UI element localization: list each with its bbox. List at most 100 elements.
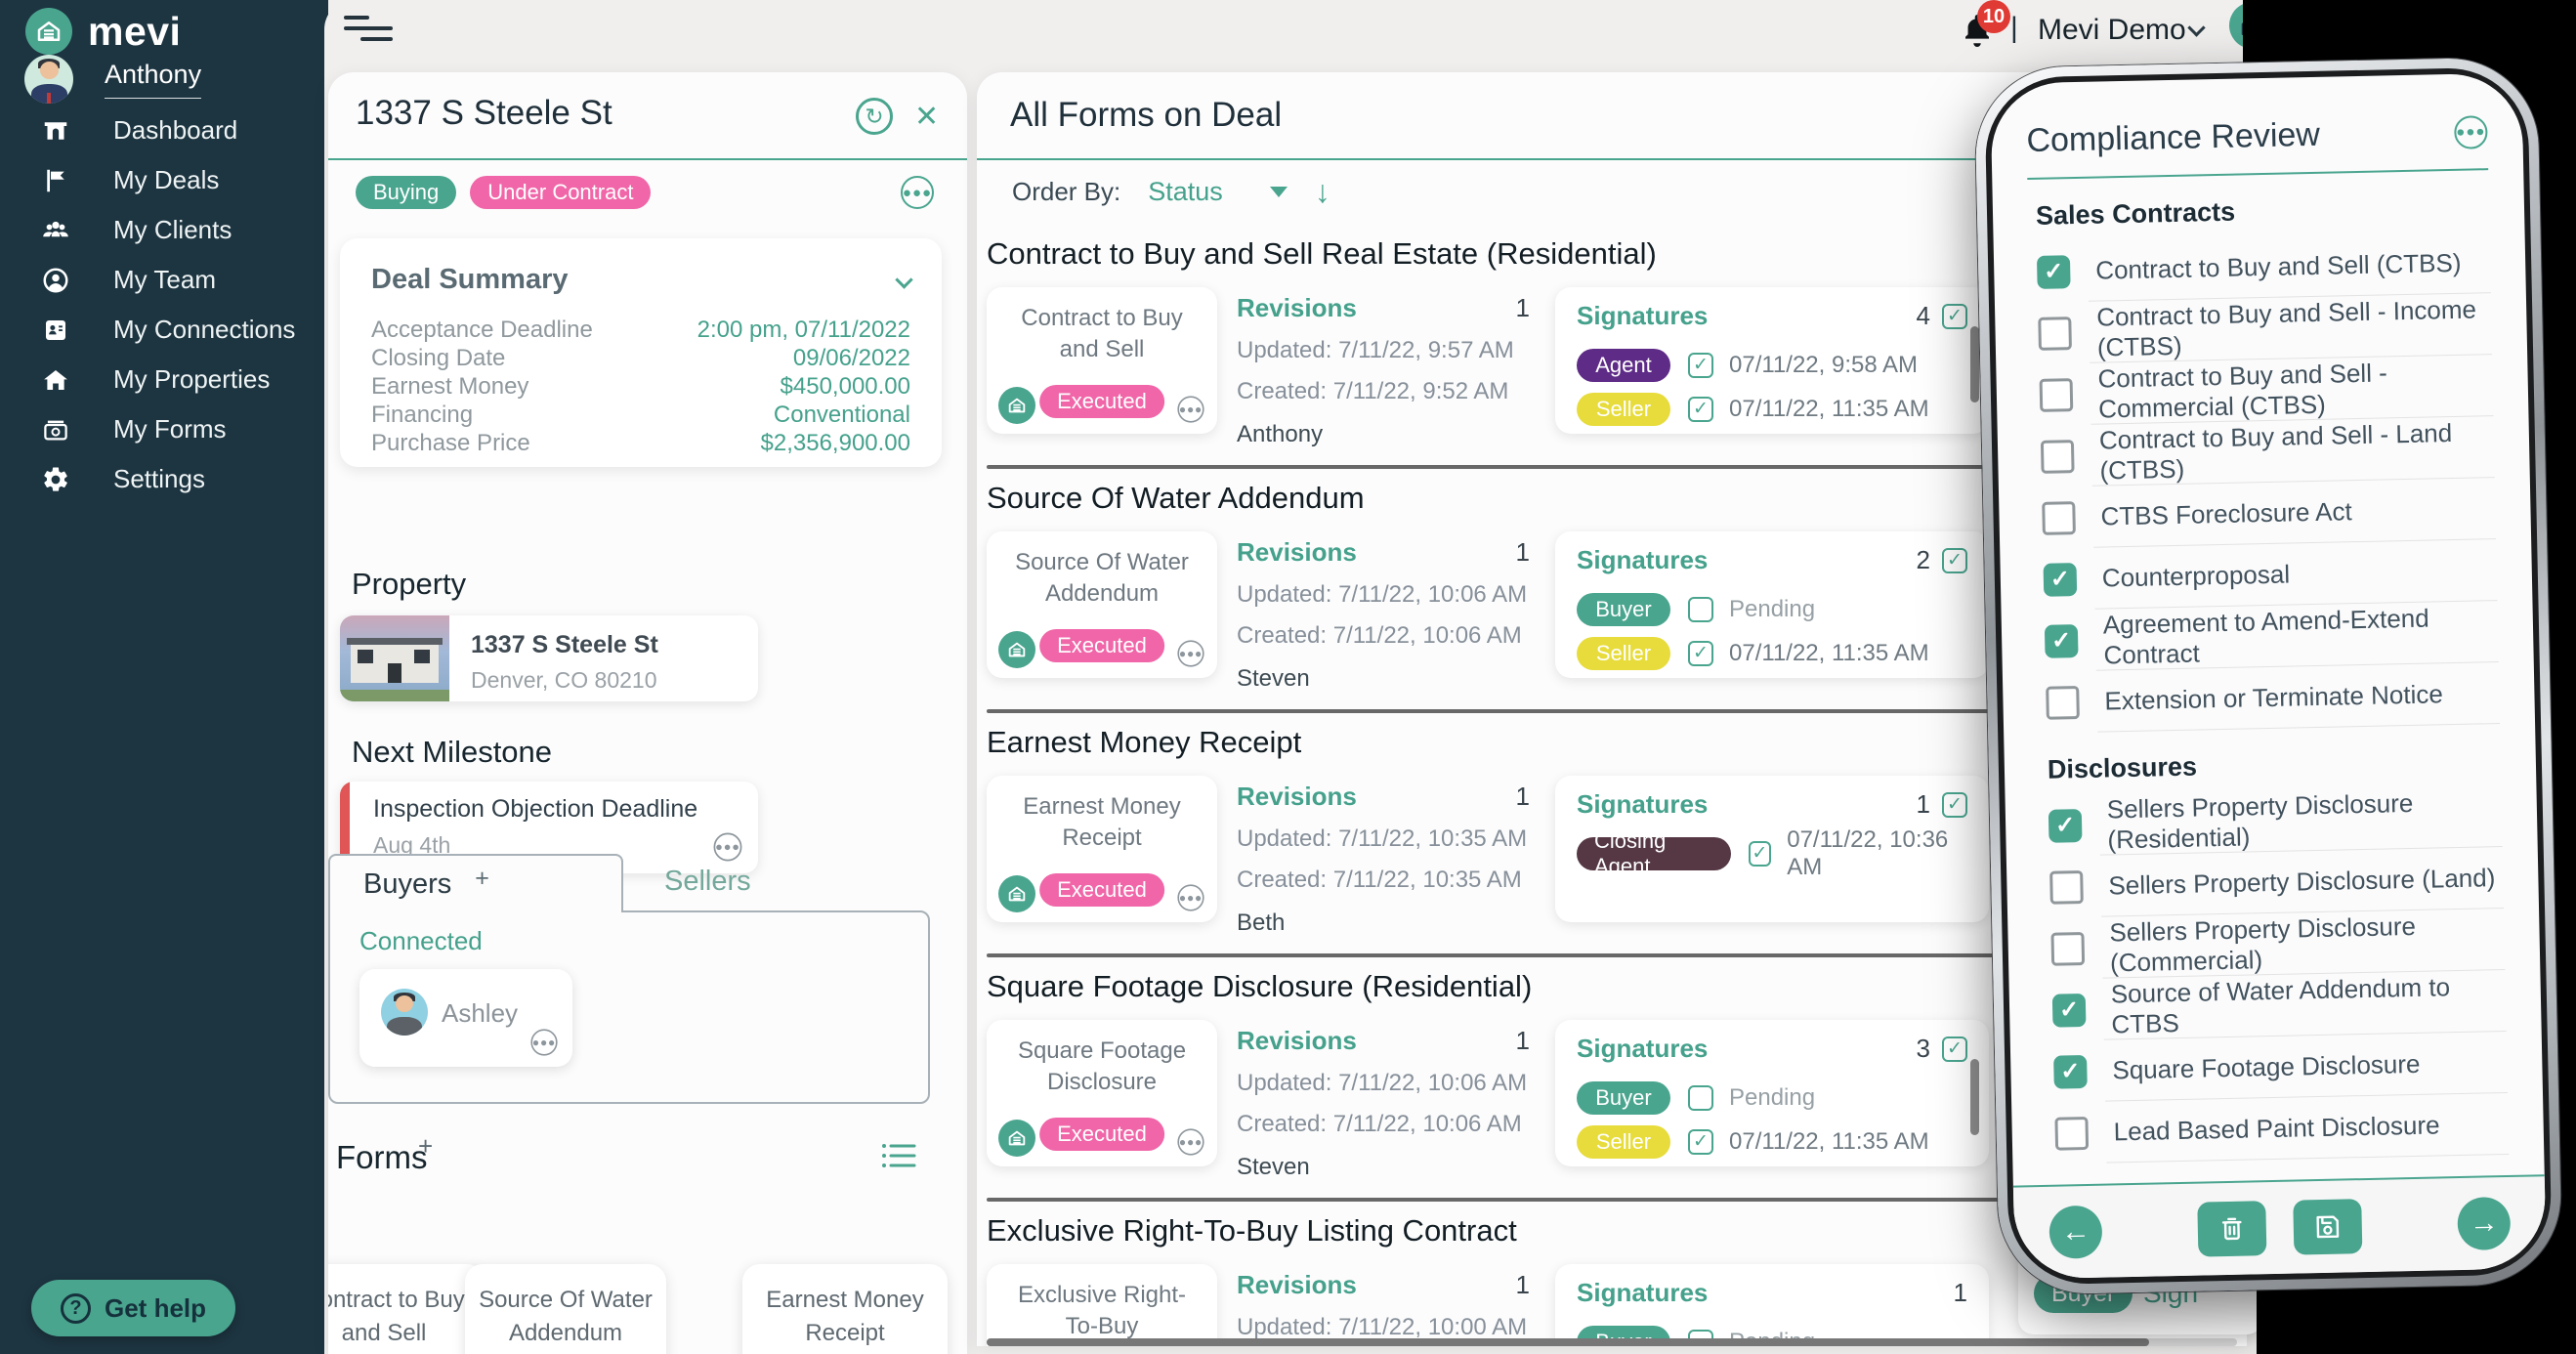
sidebar-item-my-forms[interactable]: My Forms	[0, 404, 328, 454]
checkbox[interactable]	[2040, 439, 2075, 474]
add-buyer-button[interactable]: +	[475, 864, 489, 892]
checkbox[interactable]	[2042, 500, 2076, 535]
divider	[977, 158, 2247, 160]
checkbox[interactable]	[2039, 377, 2074, 412]
flag-icon	[39, 164, 72, 197]
forward-button[interactable]: →	[2457, 1196, 2512, 1251]
connected-label: Connected	[359, 926, 483, 955]
horizontal-scrollbar[interactable]	[987, 1338, 2237, 1346]
delete-button[interactable]	[2197, 1201, 2267, 1257]
signatures-count: 1	[1916, 789, 1930, 819]
sidebar-item-my-clients[interactable]: My Clients	[0, 205, 328, 255]
deal-more-icon[interactable]: ●●●	[901, 176, 934, 209]
compliance-check-item[interactable]: ✓ Square Footage Disclosure	[2046, 1032, 2508, 1103]
refresh-icon[interactable]: ↻	[856, 98, 893, 135]
compliance-check-item[interactable]: ✓ Source of Water Addendum to CTBS	[2044, 970, 2506, 1041]
compliance-check-item[interactable]: ✓ Counterproposal	[2035, 539, 2497, 611]
back-button[interactable]: ←	[2048, 1205, 2103, 1259]
collapse-chevron-icon[interactable]	[895, 271, 913, 289]
summary-row: Closing Date 09/06/2022	[371, 344, 910, 371]
checkbox[interactable]	[2046, 685, 2080, 720]
signature-status: 07/11/22, 11:35 AM	[1729, 639, 1929, 666]
checkbox[interactable]	[2050, 931, 2086, 966]
brand-name: mevi	[88, 8, 182, 54]
compliance-check-item[interactable]: ✓ Contract to Buy and Sell (CTBS)	[2029, 232, 2491, 303]
vertical-scrollbar[interactable]	[1970, 326, 1979, 402]
tab-sellers[interactable]: Sellers	[664, 866, 751, 897]
checkbox[interactable]: ✓	[2043, 562, 2078, 597]
summary-row: Earnest Money $450,000.00	[371, 372, 910, 400]
dropdown-triangle-icon[interactable]	[1269, 187, 1288, 197]
form-chip[interactable]: Contract to Buy and Sell	[328, 1264, 485, 1354]
compliance-more-icon[interactable]: ●●●	[2454, 114, 2488, 149]
compliance-check-item[interactable]: ✓ Sellers Property Disclosure (Residenti…	[2041, 785, 2503, 857]
summary-row: Financing Conventional	[371, 401, 910, 428]
compliance-check-item[interactable]: Extension or Terminate Notice	[2038, 662, 2500, 734]
deal-title: 1337 S Steele St	[356, 94, 612, 132]
compliance-check-item[interactable]: Lead Based Paint Disclosure	[2047, 1093, 2509, 1164]
checkbox[interactable]: ✓	[2051, 993, 2087, 1028]
form-card[interactable]: Exclusive Right-To-Buy Locked ●●●	[987, 1264, 1217, 1346]
form-card[interactable]: Source Of Water Addendum Executed ●●●	[987, 531, 1217, 678]
vertical-scrollbar[interactable]	[1970, 1059, 1979, 1135]
form-card[interactable]: Contract to Buy and Sell Executed ●●●	[987, 287, 1217, 434]
close-icon[interactable]: ✕	[914, 101, 940, 133]
add-form-button[interactable]: +	[418, 1131, 434, 1161]
checkbox[interactable]	[2038, 316, 2072, 351]
checkbox[interactable]	[2054, 1116, 2090, 1151]
forms-list-view-icon[interactable]	[881, 1141, 916, 1170]
form-card[interactable]: Earnest Money Receipt Executed ●●●	[987, 776, 1217, 922]
section-divider	[987, 465, 2233, 469]
form-chip[interactable]: Source Of Water Addendum	[465, 1264, 666, 1354]
compliance-check-item[interactable]: Sellers Property Disclosure (Commercial)	[2043, 909, 2505, 980]
compliance-check-item[interactable]: CTBS Foreclosure Act	[2034, 478, 2496, 549]
form-chip[interactable]: Earnest Money Receipt	[742, 1264, 948, 1354]
deal-summary-title: Deal Summary	[371, 264, 569, 295]
milestone-date: Aug 4th	[373, 832, 451, 858]
sidebar-item-my-deals[interactable]: My Deals	[0, 155, 328, 205]
sort-direction-icon[interactable]: ↓	[1314, 174, 1330, 209]
user-profile[interactable]: Anthony	[24, 55, 202, 104]
checkbox[interactable]: ✓	[2048, 808, 2083, 843]
checkbox[interactable]	[2049, 869, 2084, 905]
sidebar-item-my-connections[interactable]: My Connections	[0, 305, 328, 355]
compliance-check-item[interactable]: Sellers Property Disclosure (Land)	[2042, 847, 2504, 918]
sidebar-item-settings[interactable]: Settings	[0, 454, 328, 504]
checkbox[interactable]: ✓	[2036, 254, 2071, 289]
form-card[interactable]: Square Footage Disclosure Executed ●●●	[987, 1020, 1217, 1166]
signature-row: Agent ✓ 07/11/22, 9:58 AM	[1577, 343, 1967, 387]
form-more-icon[interactable]: ●●●	[1177, 884, 1204, 911]
compliance-check-item[interactable]: Contract to Buy and Sell - Income (CTBS)	[2030, 293, 2492, 364]
signature-status: 07/11/22, 10:36 AM	[1787, 825, 1949, 880]
compliance-check-item[interactable]: ✓ Agreement to Amend-Extend Contract	[2037, 601, 2499, 672]
checkbox[interactable]: ✓	[2053, 1054, 2088, 1089]
compliance-check-item[interactable]: Contract to Buy and Sell - Commercial (C…	[2031, 355, 2493, 426]
save-button[interactable]	[2293, 1199, 2363, 1255]
form-more-icon[interactable]: ●●●	[1177, 1128, 1204, 1156]
sidebar-item-my-team[interactable]: My Team	[0, 255, 328, 305]
sidebar-item-dashboard[interactable]: Dashboard	[0, 106, 328, 155]
role-badge-seller: Seller	[1577, 1124, 1670, 1159]
signature-row: Seller ✓ 07/11/22, 11:35 AM	[1577, 1120, 1967, 1164]
account-menu[interactable]: Mevi Demo	[2038, 14, 2186, 46]
property-name: 1337 S Steele St	[471, 631, 658, 658]
signature-checkbox: ✓	[1748, 840, 1772, 867]
form-more-icon[interactable]: ●●●	[1177, 396, 1204, 423]
buyer-more-icon[interactable]: ●●●	[530, 1029, 558, 1056]
tab-buyers[interactable]: Buyers +	[328, 854, 623, 912]
form-more-icon[interactable]: ●●●	[1177, 640, 1204, 667]
milestone-more-icon[interactable]: ●●●	[713, 832, 742, 862]
order-by-select[interactable]: Status	[1148, 177, 1223, 206]
sidebar-item-my-properties[interactable]: My Properties	[0, 355, 328, 404]
signature-status: 07/11/22, 9:58 AM	[1729, 351, 1919, 378]
checkbox[interactable]: ✓	[2044, 623, 2079, 658]
milestone-title: Inspection Objection Deadline	[373, 795, 698, 823]
deal-panel: 1337 S Steele St ↻ ✕ Buying Under Contra…	[328, 72, 967, 1354]
signature-checkbox: ✓	[1688, 640, 1713, 666]
menu-toggle-icon[interactable]	[344, 16, 397, 43]
compliance-check-item[interactable]: Contract to Buy and Sell - Land (CTBS)	[2033, 416, 2495, 487]
get-help-button[interactable]: ? Get help	[31, 1280, 236, 1336]
buyer-card[interactable]: Ashley ●●●	[359, 969, 572, 1067]
property-card[interactable]: 1337 S Steele St Denver, CO 80210	[340, 615, 758, 701]
